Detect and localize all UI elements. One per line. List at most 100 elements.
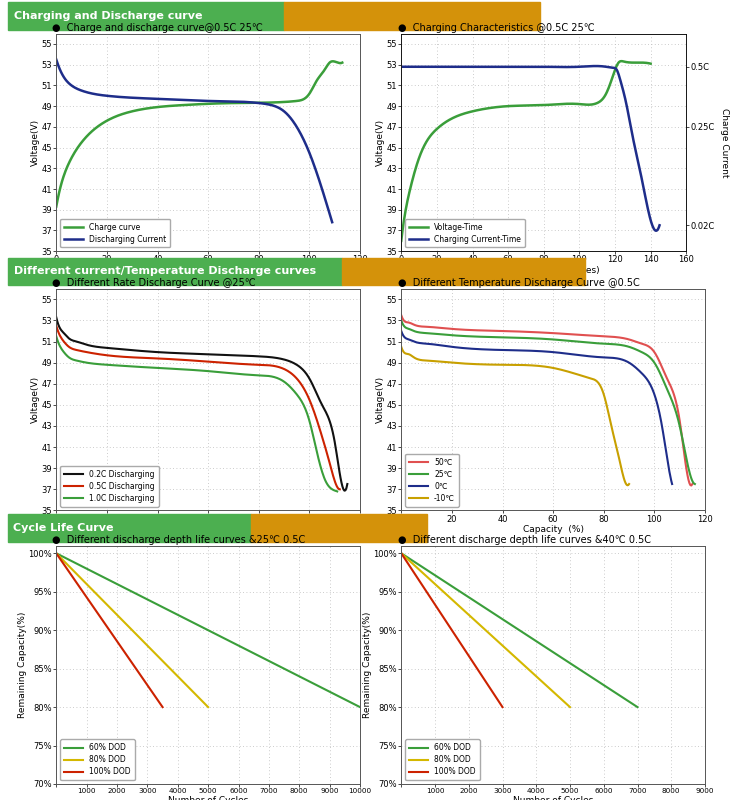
Line: 60% DOD: 60% DOD bbox=[401, 554, 638, 707]
0.2C Discharging bbox=[343, 479, 352, 489]
Charge curve bbox=[338, 58, 346, 67]
0.2C Discharging bbox=[340, 486, 349, 495]
Voltage-Time bbox=[578, 99, 587, 109]
0.2C Discharging bbox=[224, 350, 233, 360]
Y-axis label: Voltage(V): Voltage(V) bbox=[376, 376, 385, 423]
Discharging Current bbox=[251, 98, 260, 107]
0.2C Discharging bbox=[53, 316, 62, 326]
0.5C Discharging bbox=[53, 324, 62, 334]
80% DOD bbox=[52, 549, 61, 558]
Line: 80% DOD: 80% DOD bbox=[56, 554, 208, 707]
Y-axis label: Voltage(V): Voltage(V) bbox=[376, 119, 385, 166]
Discharging Current bbox=[161, 94, 170, 104]
Legend: 60% DOD, 80% DOD, 100% DOD: 60% DOD, 80% DOD, 100% DOD bbox=[405, 739, 479, 780]
50℃ bbox=[569, 330, 578, 339]
-10℃ bbox=[532, 361, 541, 370]
0.5C Discharging bbox=[52, 321, 61, 330]
50℃ bbox=[570, 330, 579, 339]
Line: 0.2C Discharging: 0.2C Discharging bbox=[56, 318, 347, 490]
Text: ●  Different discharge depth life curves &40℃ 0.5C: ● Different discharge depth life curves … bbox=[398, 534, 650, 545]
50℃ bbox=[661, 370, 670, 379]
Y-axis label: Charge Current: Charge Current bbox=[719, 108, 728, 177]
Text: Charging and Discharge curve: Charging and Discharge curve bbox=[14, 11, 202, 21]
0℃ bbox=[557, 348, 566, 358]
Legend: 50℃, 25℃, 0℃, -10℃: 50℃, 25℃, 0℃, -10℃ bbox=[405, 454, 459, 506]
1.0C Discharging bbox=[219, 368, 228, 378]
-10℃ bbox=[398, 344, 406, 354]
Text: ●  Different Temperature Discharge Curve @0.5C: ● Different Temperature Discharge Curve … bbox=[398, 278, 639, 288]
Line: Charging Current-Time: Charging Current-Time bbox=[401, 66, 659, 230]
0℃ bbox=[562, 349, 572, 358]
0.5C Discharging bbox=[220, 358, 230, 368]
Text: Cycle Life Curve: Cycle Life Curve bbox=[13, 523, 113, 533]
Line: 100% DOD: 100% DOD bbox=[401, 554, 502, 707]
0℃ bbox=[398, 329, 406, 338]
Charge curve bbox=[328, 57, 338, 66]
X-axis label: Capacity  (%): Capacity (%) bbox=[178, 266, 238, 274]
Text: ●  Charge and discharge curve@0.5C 25℃: ● Charge and discharge curve@0.5C 25℃ bbox=[53, 23, 263, 33]
25℃ bbox=[577, 337, 586, 346]
25℃ bbox=[690, 479, 699, 489]
Discharging Current bbox=[252, 98, 261, 108]
Charge curve bbox=[232, 98, 241, 108]
0℃ bbox=[668, 479, 676, 489]
Line: Voltage-Time: Voltage-Time bbox=[401, 61, 650, 241]
Voltage-Time bbox=[646, 59, 656, 69]
-10℃ bbox=[603, 405, 612, 414]
1.0C Discharging bbox=[218, 368, 227, 378]
50℃ bbox=[642, 341, 651, 350]
100% DOD bbox=[498, 702, 507, 712]
Voltage-Time bbox=[496, 102, 505, 111]
25℃ bbox=[663, 385, 672, 394]
X-axis label: Capacity  (%): Capacity (%) bbox=[178, 525, 238, 534]
Legend: 0.2C Discharging, 0.5C Discharging, 1.0C Discharging: 0.2C Discharging, 0.5C Discharging, 1.0C… bbox=[60, 466, 158, 506]
Voltage-Time bbox=[616, 56, 626, 66]
Charging Current-Time bbox=[655, 221, 664, 230]
Charge curve bbox=[145, 103, 154, 113]
0℃ bbox=[642, 374, 651, 384]
50℃ bbox=[688, 479, 697, 489]
Voltage-Time bbox=[577, 99, 586, 109]
Charge curve bbox=[258, 98, 267, 107]
0.5C Discharging bbox=[335, 485, 344, 494]
25℃ bbox=[572, 337, 580, 346]
Voltage-Time bbox=[478, 105, 487, 114]
0.5C Discharging bbox=[309, 405, 318, 414]
100% DOD bbox=[158, 702, 167, 712]
1.0C Discharging bbox=[53, 334, 62, 344]
Charging Current-Time bbox=[499, 62, 508, 71]
Text: ●  Different Rate Discharge Curve @25℃: ● Different Rate Discharge Curve @25℃ bbox=[53, 278, 257, 288]
X-axis label: Capacity  (%): Capacity (%) bbox=[523, 525, 584, 534]
Charge curve bbox=[165, 101, 174, 110]
Line: -10℃: -10℃ bbox=[401, 347, 629, 486]
0.2C Discharging bbox=[230, 350, 239, 360]
Text: ●  Different discharge depth life curves &25℃ 0.5C: ● Different discharge depth life curves … bbox=[53, 534, 306, 545]
Charge curve bbox=[86, 128, 95, 138]
1.0C Discharging bbox=[333, 486, 342, 496]
25℃ bbox=[644, 351, 653, 361]
100% DOD bbox=[397, 549, 406, 558]
Line: 50℃: 50℃ bbox=[401, 315, 692, 486]
Line: 80% DOD: 80% DOD bbox=[401, 554, 570, 707]
Line: 0℃: 0℃ bbox=[401, 331, 672, 484]
Discharging Current bbox=[85, 88, 94, 98]
Line: 1.0C Discharging: 1.0C Discharging bbox=[56, 336, 338, 491]
Discharging Current bbox=[52, 54, 61, 64]
-10℃ bbox=[536, 362, 545, 371]
1.0C Discharging bbox=[289, 385, 298, 394]
Line: 100% DOD: 100% DOD bbox=[56, 554, 163, 707]
1.0C Discharging bbox=[307, 422, 316, 431]
Voltage-Time bbox=[397, 236, 406, 246]
-10℃ bbox=[397, 342, 406, 352]
60% DOD bbox=[397, 549, 406, 558]
Legend: Charge curve, Discharging Current: Charge curve, Discharging Current bbox=[60, 218, 170, 247]
25℃ bbox=[398, 318, 406, 328]
Line: Charge curve: Charge curve bbox=[56, 62, 342, 206]
Charging Current-Time bbox=[652, 226, 661, 235]
0.5C Discharging bbox=[225, 358, 234, 368]
-10℃ bbox=[589, 374, 598, 384]
80% DOD bbox=[397, 549, 406, 558]
Charging Current-Time bbox=[397, 62, 406, 71]
0.5C Discharging bbox=[291, 372, 300, 382]
100% DOD bbox=[52, 549, 61, 558]
